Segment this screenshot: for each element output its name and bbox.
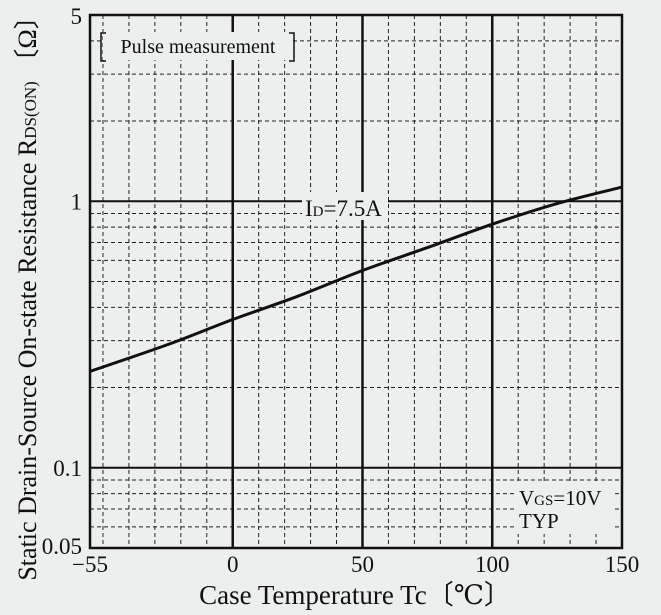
y-tick-labels: 0.05 0.1 1 5 bbox=[42, 4, 82, 559]
series-line bbox=[89, 185, 623, 373]
y-axis-label: Static Drain-Source On-state Resistance … bbox=[13, 3, 42, 580]
pulse-annotation: Pulse measurement bbox=[100, 32, 295, 62]
x-tick-label: 50 bbox=[351, 552, 374, 577]
y-tick-label: 0.05 bbox=[42, 534, 82, 559]
id-label: I bbox=[305, 196, 313, 221]
typ-label: TYP bbox=[519, 509, 559, 533]
conditions-annotation: VGS=10V TYP bbox=[514, 484, 614, 534]
x-tick-labels: −55 0 50 100 150 bbox=[72, 552, 639, 577]
vgs-value: =10V bbox=[553, 486, 601, 510]
id-annotation: ID=7.5A bbox=[302, 192, 388, 221]
x-tick-label: 150 bbox=[605, 552, 640, 577]
id-subscript: D bbox=[313, 204, 324, 220]
x-tick-label: 0 bbox=[227, 552, 239, 577]
id-value: =7.5A bbox=[324, 196, 383, 221]
major-gridlines bbox=[90, 15, 622, 548]
x-tick-label: −55 bbox=[72, 552, 108, 577]
svg-text:VGS=10V: VGS=10V bbox=[519, 486, 601, 510]
svg-text:ID=7.5A: ID=7.5A bbox=[305, 196, 382, 221]
y-tick-label: 1 bbox=[71, 189, 83, 214]
vgs-label: V bbox=[519, 486, 534, 510]
y-tick-label: 5 bbox=[71, 4, 83, 29]
pulse-measurement-label: Pulse measurement bbox=[121, 36, 276, 58]
x-tick-label: 100 bbox=[475, 552, 510, 577]
x-axis-label: Case Temperature Tc〔℃〕 bbox=[199, 580, 511, 610]
plot-frame bbox=[88, 13, 624, 550]
y-tick-label: 0.1 bbox=[53, 456, 82, 481]
vgs-subscript: GS bbox=[534, 493, 553, 509]
